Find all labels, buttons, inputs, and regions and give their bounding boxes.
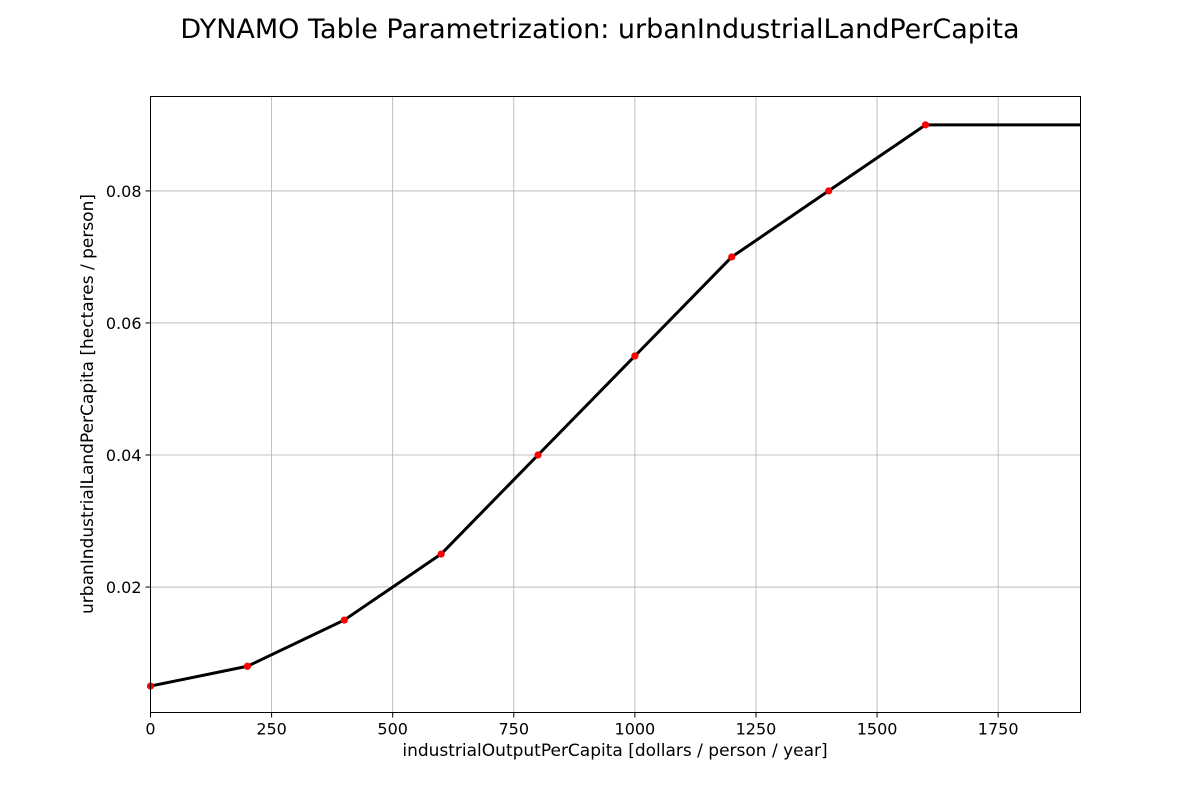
y-axis: 0.02 0.04 0.06 0.08 <box>106 182 151 597</box>
data-point <box>728 253 736 261</box>
x-tick-label: 1250 <box>736 720 777 739</box>
y-tick-label: 0.02 <box>106 578 142 597</box>
data-point <box>340 616 348 624</box>
grid <box>150 96 1081 713</box>
x-tick-label: 500 <box>377 720 408 739</box>
data-point <box>534 451 542 459</box>
x-axis: 0 250 500 750 1000 1250 1500 1750 <box>145 712 1019 739</box>
chart-title: DYNAMO Table Parametrization: urbanIndus… <box>180 14 1019 45</box>
data-point <box>921 121 930 129</box>
x-axis-label: industrialOutputPerCapita [dollars / per… <box>402 741 827 761</box>
data-point <box>243 662 251 670</box>
plot-frame <box>150 96 1081 713</box>
x-tick-label: 750 <box>499 720 530 739</box>
x-tick-label: 0 <box>145 720 155 739</box>
series-line <box>150 123 1081 688</box>
data-point <box>825 187 833 195</box>
data-point <box>631 352 639 360</box>
y-tick-label: 0.06 <box>106 314 142 333</box>
x-tick-label: 1000 <box>615 720 656 739</box>
y-tick-label: 0.08 <box>106 182 142 201</box>
y-axis-label: urbanIndustrialLandPerCapita [hectares /… <box>78 194 98 614</box>
data-point <box>437 550 445 558</box>
x-tick-label: 250 <box>256 720 287 739</box>
x-tick-label: 1750 <box>978 720 1019 739</box>
plot-area <box>146 121 1081 690</box>
x-tick-label: 1500 <box>857 720 898 739</box>
y-tick-label: 0.04 <box>106 446 142 465</box>
